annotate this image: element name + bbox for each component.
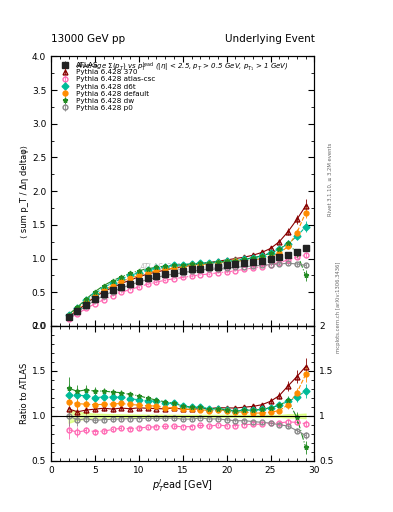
- Text: ATLAS_2017_I1509919: ATLAS_2017_I1509919: [139, 262, 226, 271]
- Text: Underlying Event: Underlying Event: [224, 33, 314, 44]
- Text: Rivet 3.1.10, ≥ 3.2M events: Rivet 3.1.10, ≥ 3.2M events: [328, 142, 333, 216]
- Text: Average $\Sigma(p_T)$ vs $p_T^{\rm lead}$ ($|\eta|$ < 2.5, $p_T$ > 0.5 GeV, $p_{: Average $\Sigma(p_T)$ vs $p_T^{\rm lead}…: [76, 60, 289, 74]
- Legend: ATLAS, Pythia 6.428 370, Pythia 6.428 atlas-csc, Pythia 6.428 d6t, Pythia 6.428 : ATLAS, Pythia 6.428 370, Pythia 6.428 at…: [55, 60, 157, 113]
- Text: mcplots.cern.ch [arXiv:1306.3436]: mcplots.cern.ch [arXiv:1306.3436]: [336, 262, 341, 353]
- X-axis label: $p_T^l$ead [GeV]: $p_T^l$ead [GeV]: [152, 477, 213, 494]
- Y-axis label: Ratio to ATLAS: Ratio to ATLAS: [20, 363, 29, 424]
- Text: 13000 GeV pp: 13000 GeV pp: [51, 33, 125, 44]
- Y-axis label: ⟨ sum p_T / Δη deltaφ⟩: ⟨ sum p_T / Δη deltaφ⟩: [20, 145, 29, 238]
